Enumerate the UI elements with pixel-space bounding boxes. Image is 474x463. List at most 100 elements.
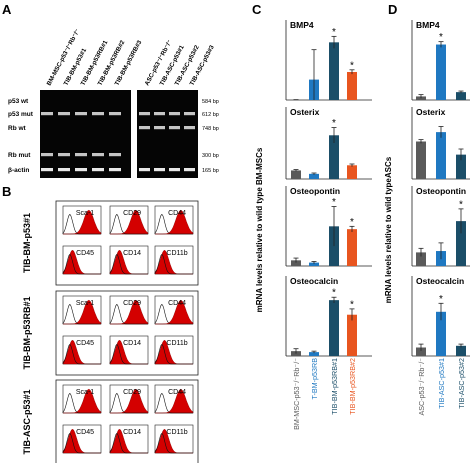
flow-histogram-control [62, 213, 101, 235]
flow-histogram-control [62, 253, 101, 275]
subplot-title: Osteocalcin [416, 276, 464, 286]
flow-marker-label: Sca-1 [76, 300, 94, 307]
subplot-title: Osterix [416, 107, 446, 117]
bar [416, 141, 426, 179]
gel-panel: BM-MSC-p53⁻/⁻Rb⁻/⁻TIB-BM-p53#1TIB-BM-p53… [8, 28, 219, 178]
category-label: BM-MSC-p53⁻/⁻Rb⁻/⁻ [292, 358, 301, 430]
gel-band [41, 153, 53, 157]
bar [309, 352, 319, 356]
flow-histogram-filled [63, 388, 102, 414]
flow-histogram-control [109, 213, 148, 235]
gel-band [92, 112, 104, 116]
bar [309, 173, 319, 179]
subplot-title: Osteopontin [290, 186, 340, 196]
bar [347, 314, 357, 356]
gel-band [75, 168, 87, 172]
flow-marker-label: CD45 [76, 429, 94, 436]
flow-histogram-control [62, 343, 101, 365]
category-label: TIB-BM-p53RB#2 [348, 358, 357, 415]
flow-histogram-control [109, 343, 148, 365]
flow-marker-label: Sca-1 [76, 210, 94, 217]
gel-band-size: 612 bp [202, 112, 219, 118]
gel-band [58, 112, 70, 116]
flow-group-box [55, 290, 199, 376]
bar [436, 311, 446, 356]
significance-star: * [350, 60, 354, 71]
flow-marker-label: CD14 [123, 340, 141, 347]
flow-histogram-control [62, 432, 101, 454]
gel-band [109, 168, 121, 172]
flow-group-box [55, 379, 199, 463]
gel-band [41, 112, 53, 116]
bar [347, 71, 357, 100]
gel-band [154, 126, 165, 130]
bar [436, 44, 446, 100]
bar [456, 345, 466, 356]
flow-histogram-control [109, 432, 148, 454]
flow-group-label: TIB-BM-p53#1 [22, 213, 32, 273]
panel-letter-b: B [2, 184, 11, 199]
bar [456, 92, 466, 100]
gel-band-size: 748 bp [202, 126, 219, 132]
flow-histogram-control [109, 253, 148, 275]
flow-histogram-filled [63, 299, 102, 325]
category-label: TIB-BM-p53RB#1 [330, 358, 339, 415]
gel-row-label: p53 mut [8, 111, 34, 118]
flow-histogram-filled [110, 388, 149, 414]
subplot-title: BMP4 [290, 20, 314, 30]
gel-band-size: 165 bp [202, 168, 219, 174]
gel-band [139, 168, 150, 172]
panel-letter-d: D [388, 2, 397, 17]
bar [456, 154, 466, 179]
flow-marker-label: CD45 [76, 340, 94, 347]
gel-box-right [137, 90, 198, 178]
subplot-title: Osterix [290, 107, 320, 117]
flow-histogram-control [154, 213, 193, 235]
flow-group-label: TIB-BM-p53RB#1 [22, 296, 32, 369]
flow-histogram-control [154, 343, 193, 365]
flow-histogram-control [62, 392, 101, 414]
gel-band [184, 112, 195, 116]
gel-band [109, 153, 121, 157]
significance-star: * [439, 32, 443, 43]
gel-band [169, 112, 180, 116]
gel-band [169, 126, 180, 130]
flow-marker-label: CD44 [168, 389, 186, 396]
gel-band [58, 168, 70, 172]
bar [329, 42, 339, 100]
gel-band [154, 168, 165, 172]
gel-row-label: Rb mut [8, 152, 31, 159]
ylabel-d: mRNA levels relative to wild typeASCs [384, 156, 393, 303]
significance-star: * [350, 217, 354, 228]
flow-marker-label: CD11b [166, 429, 187, 436]
flow-marker-label: CD29 [123, 300, 141, 307]
bar [347, 229, 357, 266]
flow-panel: TIB-BM-p53#1 Sca-1 CD29 CD44 CD45 CD14 CD11b TI… [22, 200, 199, 463]
bar [329, 300, 339, 356]
significance-star: * [332, 118, 336, 129]
subplot-title: Osteocalcin [290, 276, 338, 286]
panel-letter-a: A [2, 2, 12, 17]
flow-histogram-control [109, 303, 148, 325]
bar [416, 347, 426, 356]
bar [291, 260, 301, 266]
gel-band [75, 112, 87, 116]
category-label: ASC-p53⁻/⁻Rb⁻/⁻ [417, 358, 426, 416]
gel-box-left [40, 90, 131, 178]
flow-group-box [55, 200, 199, 286]
gel-band [184, 168, 195, 172]
gel-row-label: p53 wt [8, 98, 29, 105]
bar [436, 132, 446, 179]
subplot-title: Osteopontin [416, 186, 466, 196]
flow-marker-label: Sca-1 [76, 389, 94, 396]
flow-marker-label: CD11b [166, 250, 187, 257]
bar [309, 262, 319, 266]
gel-row-label: β-actin [8, 167, 29, 174]
flow-histogram-filled [63, 209, 102, 235]
significance-star: * [332, 197, 336, 208]
flow-histogram-control [154, 392, 193, 414]
gel-band [92, 168, 104, 172]
panel-letter-c: C [252, 2, 262, 17]
flow-histogram-filled [155, 209, 194, 235]
